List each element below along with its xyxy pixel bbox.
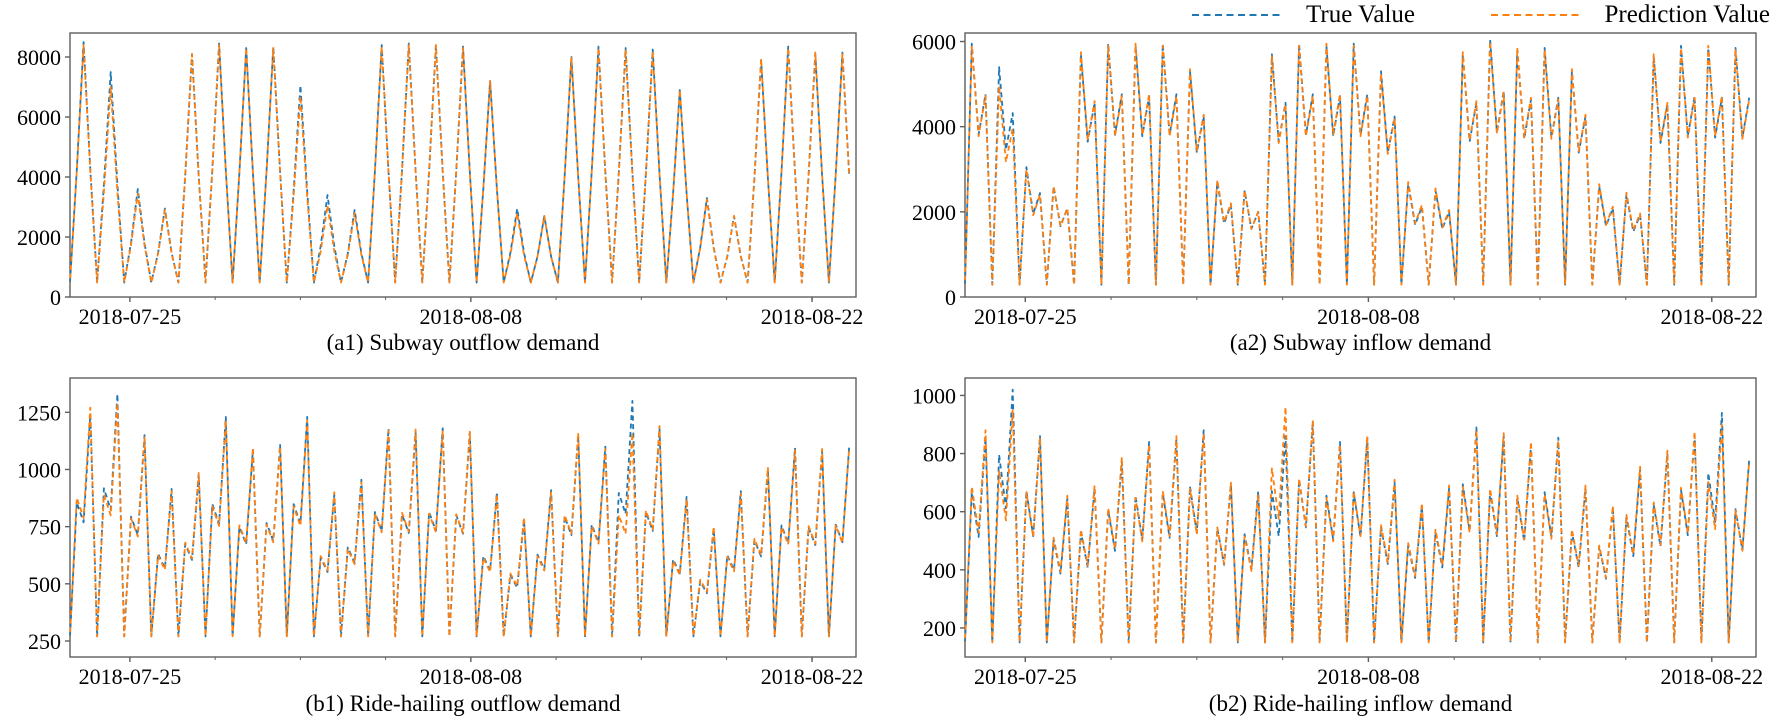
plot-frame xyxy=(964,32,1757,298)
panel-ridehailing-outflow: 250 500 750 1000 1250 2018-07-25 2018-08-08 201… xyxy=(0,358,886,719)
caption-ridehailing-outflow: (b1) Ride-hailing outflow demand xyxy=(305,691,621,716)
chart-legend: True Value Prediction Value xyxy=(1192,0,1770,30)
y-tick-label: 250 xyxy=(28,629,61,654)
y-tick-label: 400 xyxy=(923,558,956,583)
caption-subway-outflow: (a1) Subway outflow demand xyxy=(326,330,600,355)
true-value-line xyxy=(964,388,1751,644)
true-value-line xyxy=(69,41,851,284)
prediction-line xyxy=(69,44,851,284)
legend-item-prediction-value: Prediction Value xyxy=(1490,1,1770,29)
x-tick-label: 2018-08-08 xyxy=(420,304,523,329)
x-tick-label: 2018-07-25 xyxy=(974,664,1077,689)
panel-ridehailing-inflow: 200 400 600 800 1000 2018-07-25 2018-08-08 2018… xyxy=(886,358,1772,719)
x-tick-label: 2018-08-08 xyxy=(1317,304,1420,329)
y-tick-label: 0 xyxy=(50,285,61,310)
chart-subway-outflow: 0 2000 4000 6000 8000 2018-07-25 2018-08-08 201… xyxy=(17,32,864,329)
y-tick-label: 600 xyxy=(923,500,956,525)
y-tick-label: 2000 xyxy=(17,225,61,250)
prediction-value-dash-icon xyxy=(1490,14,1583,16)
y-tick-label: 800 xyxy=(923,442,956,467)
plot-frame xyxy=(69,377,857,658)
plot-frame xyxy=(964,377,1757,658)
true-value-line xyxy=(69,393,851,638)
prediction-line xyxy=(964,40,1751,286)
prediction-line xyxy=(964,406,1751,644)
x-tick-label: 2018-08-08 xyxy=(420,664,523,689)
y-tick-label: 6000 xyxy=(912,30,956,55)
prediction-line xyxy=(69,402,851,638)
legend-label-prediction-value: Prediction Value xyxy=(1604,1,1770,28)
caption-subway-inflow: (a2) Subway inflow demand xyxy=(1229,330,1492,355)
x-tick-label: 2018-08-22 xyxy=(1660,304,1763,329)
y-tick-label: 1000 xyxy=(912,383,956,408)
y-tick-label: 750 xyxy=(28,515,61,540)
y-tick-label: 0 xyxy=(945,285,956,310)
x-tick-label: 2018-07-25 xyxy=(79,664,182,689)
y-tick-label: 200 xyxy=(923,616,956,641)
y-tick-label: 4000 xyxy=(912,115,956,140)
panel-subway-inflow: 0 2000 4000 6000 2018-07-25 2018-08-08 2018-08… xyxy=(886,0,1772,358)
legend-item-true-value: True Value xyxy=(1192,1,1415,29)
y-tick-label: 2000 xyxy=(912,200,956,225)
y-tick-label: 6000 xyxy=(17,105,61,130)
y-tick-label: 1000 xyxy=(17,457,61,482)
x-tick-label: 2018-08-22 xyxy=(1660,664,1763,689)
x-tick-label: 2018-08-08 xyxy=(1317,664,1420,689)
y-tick-label: 1250 xyxy=(17,400,61,425)
caption-ridehailing-inflow: (b2) Ride-hailing inflow demand xyxy=(1208,691,1513,716)
x-tick-label: 2018-08-22 xyxy=(761,664,864,689)
y-tick-label: 8000 xyxy=(17,45,61,70)
x-tick-label: 2018-07-25 xyxy=(974,304,1077,329)
true-value-dash-icon xyxy=(1192,14,1284,16)
chart-ridehailing-outflow: 250 500 750 1000 1250 2018-07-25 2018-08-08 201… xyxy=(17,377,864,689)
chart-subway-inflow: 0 2000 4000 6000 2018-07-25 2018-08-08 2018-08… xyxy=(912,30,1763,329)
x-tick-label: 2018-08-22 xyxy=(761,304,864,329)
chart-ridehailing-inflow: 200 400 600 800 1000 2018-07-25 2018-08-08 2018… xyxy=(912,377,1763,689)
legend-label-true-value: True Value xyxy=(1306,1,1416,28)
panel-subway-outflow: 0 2000 4000 6000 8000 2018-07-25 2018-08-08 201… xyxy=(0,0,886,358)
plot-frame xyxy=(69,32,857,298)
x-tick-label: 2018-07-25 xyxy=(79,304,182,329)
y-tick-label: 500 xyxy=(28,572,61,597)
y-tick-label: 4000 xyxy=(17,165,61,190)
